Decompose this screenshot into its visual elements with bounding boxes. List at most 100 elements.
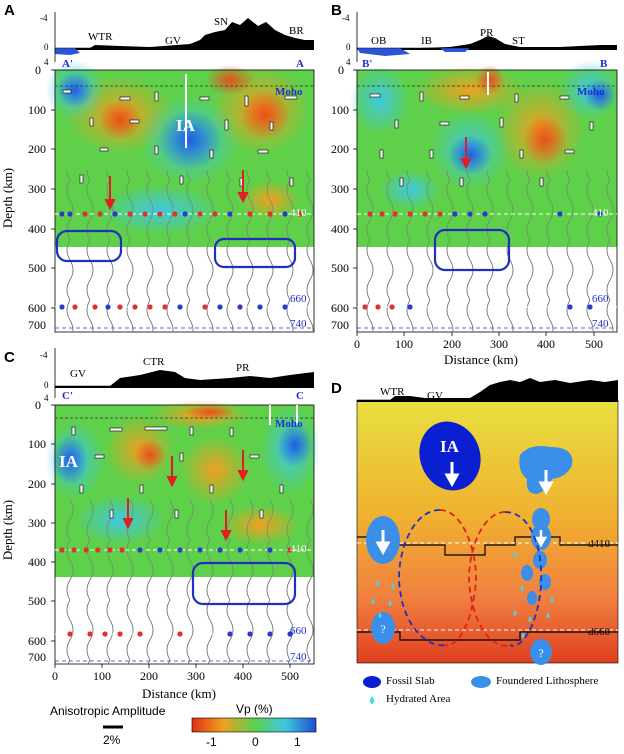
- a-depth-tick: 600: [28, 301, 46, 315]
- c-topo-tick: 0: [44, 380, 49, 390]
- panel-b-ticks: [353, 69, 595, 336]
- panel-d-d660: d660: [588, 626, 610, 638]
- b-depth-tick: 500: [331, 261, 349, 275]
- a-depth-tick: 400: [28, 222, 46, 236]
- panel-c-410: 410: [290, 543, 307, 555]
- c-distance-tick: 0: [52, 669, 58, 683]
- panel-b-740: 740: [592, 318, 609, 330]
- vp-tick: 1: [294, 735, 301, 749]
- b-depth-tick: 300: [331, 182, 349, 196]
- c-depth-tick: 100: [28, 437, 46, 451]
- panel-a-740: 740: [290, 318, 307, 330]
- panel-b-aniso-bars: [369, 91, 594, 187]
- c-depth-tick: 300: [28, 516, 46, 530]
- topo-label-gv: GV: [165, 35, 181, 47]
- panel-c-moho: Moho: [275, 418, 303, 430]
- c-topo-tick: -4: [40, 350, 48, 360]
- panel-b-blue-dots: [407, 211, 603, 310]
- topo-label-wtr: WTR: [88, 31, 113, 43]
- a-depth-tick: 700: [28, 318, 46, 332]
- fossil-slab-arrow: [444, 462, 460, 488]
- vp-title: Vp (%): [236, 702, 273, 716]
- panel-a-letter: A: [4, 2, 15, 19]
- topo-label-c-gv: GV: [70, 368, 86, 380]
- a-depth-tick: 100: [28, 103, 46, 117]
- b-distance-tick: 500: [585, 337, 603, 351]
- vp-tick: -1: [206, 735, 217, 749]
- svg-text:?: ?: [380, 622, 385, 636]
- panel-b-moho: Moho: [577, 86, 605, 98]
- panel-a-red-arrows: [104, 170, 249, 211]
- panel-c-distance-label: Distance (km): [142, 686, 217, 701]
- c-topo-tick: 4: [44, 393, 49, 403]
- panel-c-660: 660: [290, 625, 307, 637]
- panel-c-right-end: C: [296, 390, 304, 402]
- panel-c-letter: C: [4, 349, 15, 366]
- d-topo-pr: PR: [567, 381, 581, 393]
- panel-a-left-end: A': [62, 58, 73, 70]
- panel-d-topography: [357, 378, 618, 402]
- panel-c: [45, 348, 320, 668]
- aniso-scale-label: 2%: [103, 733, 121, 747]
- panel-c-red-arrows: [122, 450, 249, 542]
- d-topo-gv: GV: [427, 390, 443, 402]
- panel-c-left-end: C': [62, 390, 73, 402]
- left-question-blob: [371, 612, 395, 644]
- panel-b-right-end: B: [600, 58, 608, 70]
- panel-b-topography: [356, 12, 617, 62]
- panel-b-660: 660: [592, 293, 609, 305]
- foundered-arrow: [538, 470, 554, 496]
- b-distance-tick: 200: [443, 337, 461, 351]
- c-depth-tick: 400: [28, 555, 46, 569]
- legend-fossil-slab-icon: [363, 676, 381, 688]
- c-depth-tick: 200: [28, 477, 46, 491]
- panel-b-red-arrow: [460, 137, 472, 170]
- topo-label-c-pr: PR: [236, 362, 250, 374]
- c-depth-tick: 500: [28, 594, 46, 608]
- panel-a-box-right: [213, 237, 297, 269]
- panel-c-depth-label: Depth (km): [0, 499, 16, 561]
- panel-a-depth-ticks: [51, 69, 55, 309]
- panel-a-aniso-bars: [62, 89, 298, 187]
- panel-a-red-dots: [72, 211, 303, 310]
- d-topo-wtr: WTR: [380, 386, 405, 398]
- b-topo-tick: -4: [342, 13, 350, 23]
- b-depth-tick: 600: [331, 301, 349, 315]
- panel-d-ia: IA: [440, 437, 459, 456]
- legend-fossil-slab: Fossil Slab: [386, 675, 435, 687]
- topo-label-ob: OB: [371, 35, 387, 47]
- panel-c-ia: IA: [59, 452, 78, 471]
- legend-hydrated-icon: [370, 696, 374, 704]
- panel-d: ? ?: [356, 378, 619, 704]
- c-distance-tick: 300: [187, 669, 205, 683]
- panel-a-410: 410: [290, 207, 307, 219]
- panel-b-tomography: [350, 60, 620, 333]
- c-distance-tick: 200: [140, 669, 158, 683]
- panel-a-660: 660: [290, 293, 307, 305]
- c-distance-tick: 400: [234, 669, 252, 683]
- c-depth-tick: 600: [28, 634, 46, 648]
- topo-label-st: ST: [512, 35, 525, 47]
- d660-line: [357, 631, 618, 641]
- panel-a-tomography: [45, 60, 315, 333]
- hydrated-drops: [371, 552, 554, 638]
- panel-b-box: [433, 228, 511, 272]
- vp-tick: 0: [252, 735, 259, 749]
- panel-b-410: 410: [592, 207, 609, 219]
- panel-c-topography: [54, 348, 314, 398]
- b-distance-tick: 300: [490, 337, 508, 351]
- b-depth-tick: 200: [331, 142, 349, 156]
- topo-label-br: BR: [289, 25, 304, 37]
- legend-foundered-icon: [471, 676, 491, 688]
- a-topo-tick: 4: [44, 57, 49, 67]
- panel-c-red-dots: [59, 547, 293, 637]
- topo-label-sn: SN: [214, 16, 229, 28]
- d-topo-slash: /: [552, 381, 556, 393]
- a-depth-tick: 0: [35, 63, 41, 77]
- panel-b-left-end: B': [362, 58, 373, 70]
- b-depth-tick: 400: [331, 222, 349, 236]
- topo-label-ctr: CTR: [143, 356, 165, 368]
- b-depth-tick: 0: [338, 63, 344, 77]
- c-depth-tick: 0: [35, 398, 41, 412]
- aniso-title: Anisotropic Amplitude: [50, 704, 166, 718]
